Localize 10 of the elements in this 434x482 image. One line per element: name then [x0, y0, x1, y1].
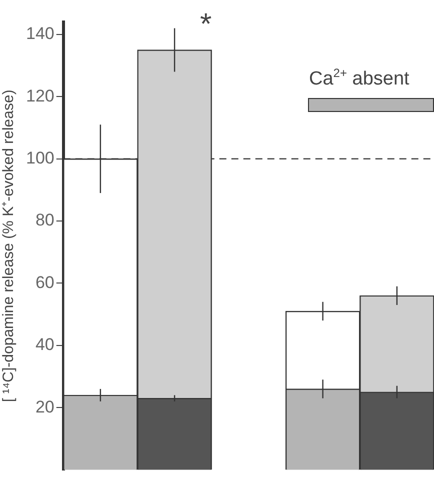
y-tick-label: 80 [35, 210, 54, 230]
y-tick-label: 20 [35, 397, 54, 416]
y-axis-title: [ ¹⁴C]-dopamine release (% K⁺-evoked release) [0, 90, 18, 402]
y-tick-label: 40 [35, 335, 54, 354]
y-tick-label: 140 [26, 24, 54, 44]
annotation: * [200, 8, 212, 42]
y-tick-label: 100 [26, 148, 54, 168]
y-tick-label: 120 [26, 86, 54, 106]
annotation: Ca$^{2+}$ absent [309, 66, 410, 90]
y-tick-label: 60 [35, 272, 54, 292]
